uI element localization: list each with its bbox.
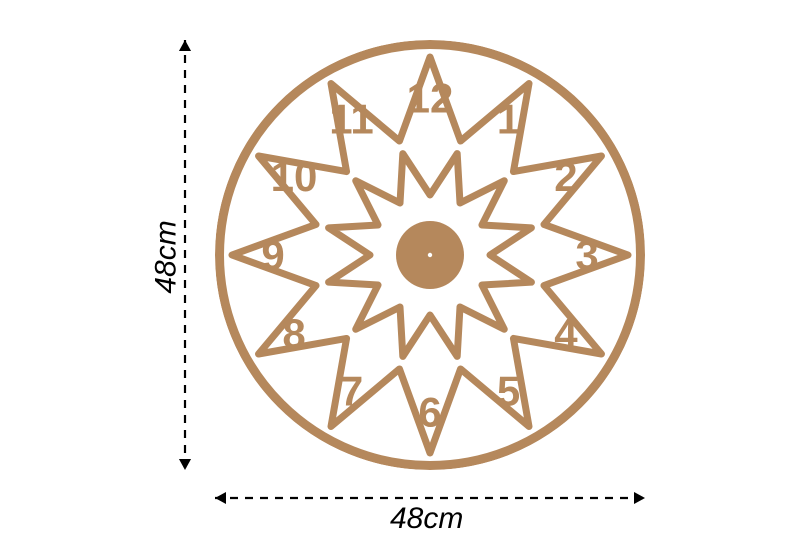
clock-number: 10 bbox=[271, 153, 318, 200]
clock-number: 6 bbox=[418, 389, 441, 436]
clock-number: 12 bbox=[407, 75, 454, 122]
dimension-label-vertical: 48cm bbox=[150, 220, 184, 293]
clock-number: 5 bbox=[497, 367, 520, 414]
clock-number: 8 bbox=[282, 310, 305, 357]
diagram-canvas: 12 12 3 45 6 78 9 1011 bbox=[0, 0, 800, 533]
clock-number: 4 bbox=[554, 310, 578, 357]
clock-number: 11 bbox=[329, 96, 373, 143]
clock-face: 12 12 3 45 6 78 9 1011 bbox=[220, 45, 641, 466]
clock-number: 3 bbox=[575, 232, 598, 279]
clock-number: 1 bbox=[497, 96, 520, 143]
clock-number: 2 bbox=[554, 153, 577, 200]
clock-number: 9 bbox=[261, 232, 284, 279]
clock-number: 7 bbox=[340, 367, 363, 414]
dimension-label-horizontal: 48cm bbox=[390, 502, 463, 536]
